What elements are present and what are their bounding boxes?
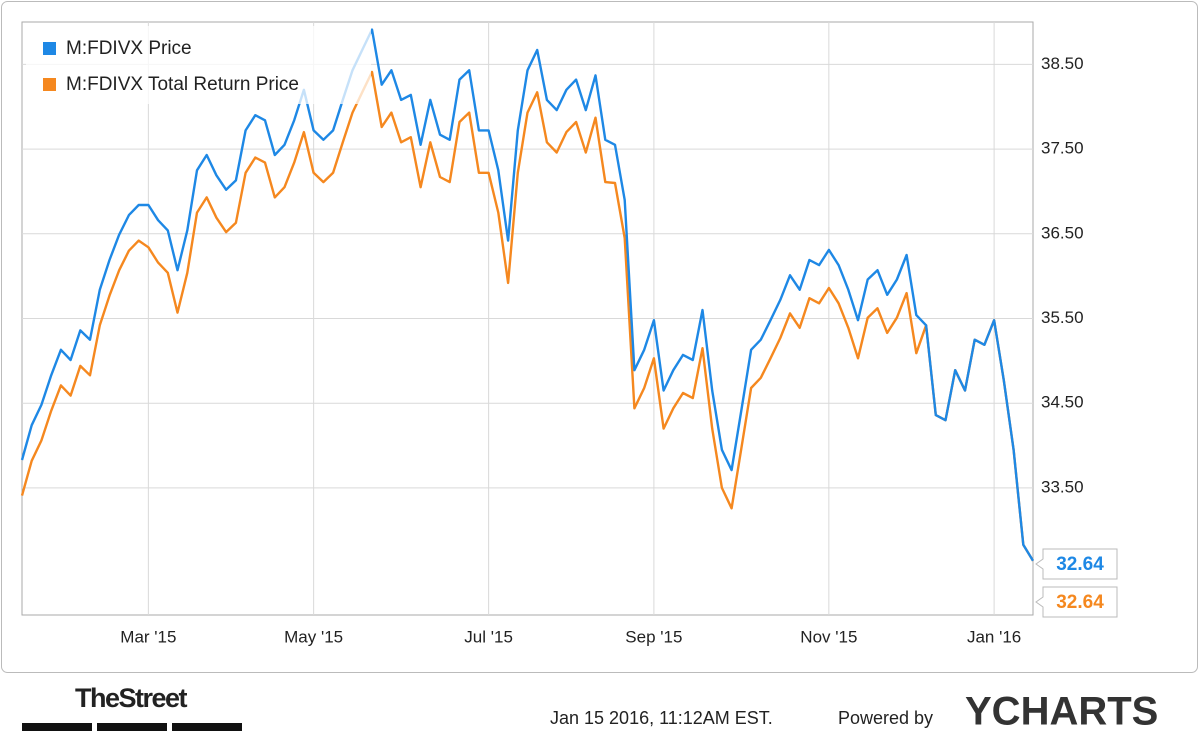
legend-swatch: [43, 42, 56, 55]
value-labels: 32.64 32.64: [1035, 548, 1118, 618]
series-line: [20, 70, 1035, 562]
logo-bar: [22, 723, 92, 731]
value-label-box: [1035, 548, 1118, 580]
y-tick-label: 33.50: [1041, 477, 1084, 496]
source-logo: TheStreet: [75, 683, 188, 713]
legend-swatch: [43, 78, 56, 91]
series-line: [20, 28, 1035, 562]
powered-by: Powered by: [838, 708, 933, 728]
x-tick-label: Sep '15: [625, 627, 682, 646]
x-tick-label: Nov '15: [800, 627, 857, 646]
legend-box: [26, 26, 371, 104]
logo-bar: [97, 723, 167, 731]
lines: [20, 28, 1035, 562]
y-tick-label: 38.50: [1041, 54, 1084, 73]
legend-label: M:FDIVX Price: [66, 38, 192, 59]
timestamp: Jan 15 2016, 11:12AM EST.: [550, 708, 773, 728]
value-label: 32.64: [1056, 554, 1104, 575]
x-tick-label: Mar '15: [120, 627, 176, 646]
value-label-box: [1035, 586, 1118, 618]
x-tick-label: May '15: [284, 627, 343, 646]
legend-label: M:FDIVX Total Return Price: [66, 74, 299, 95]
value-label: 32.64: [1056, 592, 1104, 613]
x-tick-label: Jul '15: [464, 627, 513, 646]
logo-bar: [172, 723, 242, 731]
y-tick-label: 37.50: [1041, 139, 1084, 158]
brand: YCHARTS: [965, 690, 1158, 734]
y-tick-label: 34.50: [1041, 393, 1084, 412]
legend: M:FDIVX Price M:FDIVX Total Return Price: [43, 38, 299, 95]
grid: 33.50 34.50 35.50 36.50 37.50 38.50 Mar '15 May…: [22, 22, 1084, 646]
x-tick-label: Jan '16: [967, 627, 1021, 646]
y-tick-label: 35.50: [1041, 308, 1084, 327]
y-tick-label: 36.50: [1041, 223, 1084, 242]
